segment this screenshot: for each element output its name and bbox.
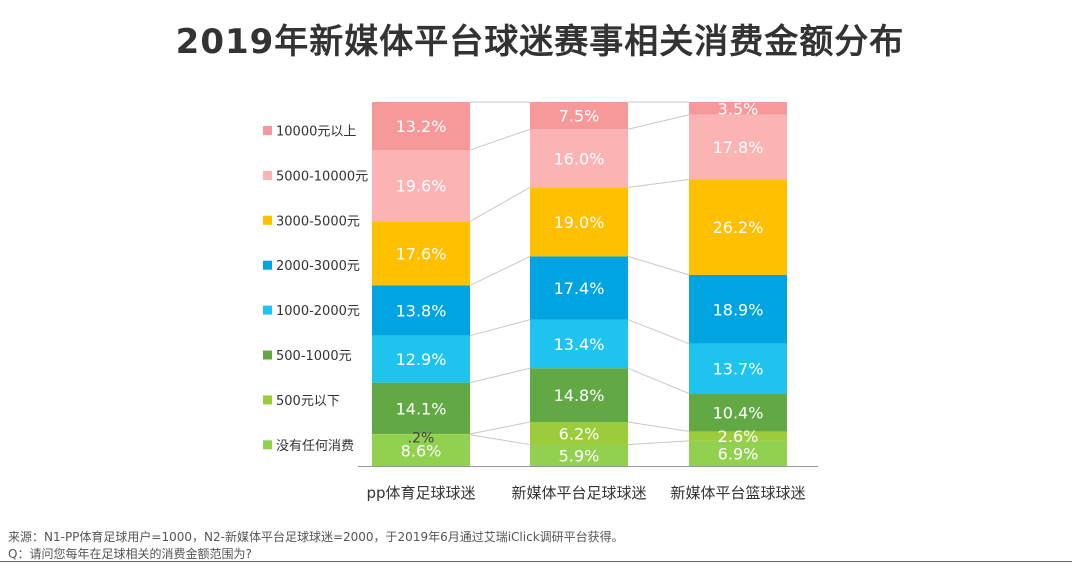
connector-line	[627, 367, 690, 395]
legend-label: 5000-10000元	[276, 169, 368, 184]
bar-segment	[372, 150, 470, 222]
footer-divider	[0, 561, 1072, 562]
data-label: 13.4%	[554, 335, 605, 354]
data-label: 19.6%	[396, 177, 447, 196]
data-label: 2.6%	[718, 427, 759, 446]
bar-segment	[530, 129, 628, 188]
bar-segment	[530, 256, 628, 320]
bar-segments	[372, 102, 787, 466]
legend-swatch	[263, 170, 272, 180]
bar-segment	[372, 434, 470, 466]
connector-line	[469, 421, 531, 435]
x-axis: pp体育足球球迷 新媒体平台足球球迷 新媒体平台篮球球迷	[358, 466, 818, 502]
data-label: 13.7%	[713, 360, 764, 379]
bar-segment	[689, 179, 787, 275]
question-note: Q：请问您每年在足球相关的消费金额范围为?	[8, 547, 252, 561]
data-label: 19.0%	[554, 213, 605, 232]
connector-line	[627, 421, 690, 432]
bar-segment	[372, 221, 470, 286]
data-label: 12.9%	[396, 350, 447, 369]
connector-line	[469, 434, 531, 446]
data-label: 3.5%	[718, 99, 759, 118]
data-label: 26.2%	[713, 218, 764, 237]
bar-segment	[372, 382, 470, 434]
connector-lines	[469, 101, 690, 446]
legend-label: 500元以下	[276, 394, 340, 409]
data-label: 10.4%	[713, 403, 764, 422]
connector-line	[469, 128, 531, 151]
bar-segment	[689, 102, 787, 115]
legend-swatch	[263, 126, 272, 135]
connector-line	[627, 179, 690, 188]
bar-segment	[689, 393, 787, 432]
bar-segment	[372, 285, 470, 336]
data-label: 5.9%	[559, 446, 600, 465]
legend-label: 2000-3000元	[276, 259, 360, 274]
connector-line	[469, 367, 531, 384]
data-label: 17.4%	[554, 279, 605, 298]
connector-line	[627, 440, 690, 446]
legend-label: 1000-2000元	[276, 304, 360, 319]
bar-segment	[689, 343, 787, 394]
legend-label: 没有任何消费	[276, 438, 354, 454]
legend-swatch	[263, 440, 272, 450]
connector-line	[469, 186, 531, 222]
bar-segment	[689, 440, 787, 466]
legend-swatch	[263, 350, 272, 360]
data-label: 7.5%	[559, 107, 600, 126]
data-label: 8.6%	[401, 441, 442, 460]
bar-segment	[372, 102, 470, 151]
legend-label: 3000-5000元	[276, 214, 360, 229]
data-label: 16.0%	[554, 149, 605, 168]
connector-line	[469, 255, 531, 286]
x-tick-label: pp体育足球球迷	[366, 484, 475, 502]
legend-swatch	[263, 215, 272, 225]
data-label: 6.2%	[559, 424, 600, 443]
data-label: 14.1%	[396, 399, 447, 418]
bar-segment	[372, 335, 470, 383]
bar-segment	[689, 274, 787, 344]
data-label: 17.6%	[396, 244, 447, 263]
connector-line	[627, 319, 690, 345]
bar-segment	[530, 102, 628, 130]
bar-segment	[689, 431, 787, 441]
connector-line	[627, 255, 690, 276]
data-label: 17.8%	[713, 138, 764, 157]
bar-segment	[372, 433, 470, 435]
bar-segment	[689, 114, 787, 180]
x-tick-label: 新媒体平台足球球迷	[511, 484, 646, 502]
data-labels: 8.6%.2% 14.1% 12.9% 13.8% 17.6% 19.6% 13.2% 5.9…	[396, 99, 764, 465]
bar-segment	[530, 319, 628, 369]
data-label: 14.8%	[554, 386, 605, 405]
legend: 10000元以上 5000-10000元 3000-5000元 2000-3000元 1…	[263, 125, 368, 454]
bar-segment	[530, 422, 628, 445]
data-label: 18.9%	[713, 300, 764, 319]
x-tick-label: 新媒体平台篮球球迷	[670, 484, 805, 502]
data-label: 13.2%	[396, 117, 447, 136]
bar-segment	[530, 444, 628, 466]
connector-line	[469, 319, 531, 337]
legend-swatch	[263, 260, 272, 270]
bar-segment	[530, 187, 628, 257]
data-label: 6.9%	[718, 444, 759, 463]
data-label: .2%	[408, 431, 435, 447]
chart-title: 2019年新媒体平台球迷赛事相关消费金额分布	[175, 22, 905, 62]
legend-label: 500-1000元	[276, 349, 352, 364]
data-label: 13.8%	[396, 302, 447, 321]
legend-label: 10000元以上	[276, 125, 356, 140]
bar-segment	[530, 368, 628, 423]
legend-swatch	[263, 305, 272, 315]
source-note: 来源：N1-PP体育足球用户=1000，N2-新媒体平台足球球迷=2000，于2…	[8, 530, 624, 544]
legend-swatch	[263, 395, 272, 405]
connector-line	[627, 114, 690, 130]
